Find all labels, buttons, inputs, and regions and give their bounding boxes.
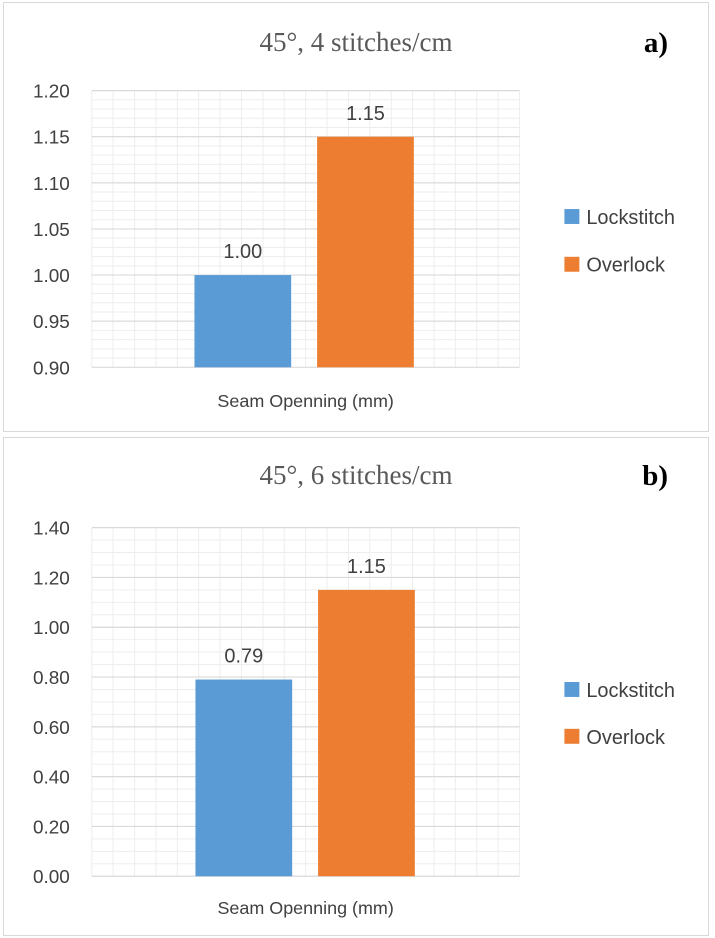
legend-label-lockstitch: Lockstitch <box>586 207 675 229</box>
data-label-overlock: 1.15 <box>347 556 386 578</box>
legend-swatch-lockstitch <box>564 209 580 224</box>
x-axis-label: Seam Openning (mm) <box>217 898 393 918</box>
chart-b-plot: 0.00 0.20 0.40 0.60 0.80 1.00 1.20 1.40 0.79 Lock… <box>33 519 675 918</box>
y-tick-label: 0.00 <box>33 867 70 888</box>
x-axis-label: Seam Openning (mm) <box>217 391 393 411</box>
y-tick-label: 1.10 <box>33 174 70 195</box>
y-tick-label: 1.05 <box>33 220 70 241</box>
legend-label-overlock: Overlock <box>586 727 665 749</box>
y-tick-label: 0.80 <box>33 668 70 689</box>
data-label-overlock: 1.15 <box>346 103 385 125</box>
y-tick-label: 0.90 <box>33 358 70 379</box>
chart-a-title: 45°, 4 stitches/cm <box>259 27 453 57</box>
legend-swatch-overlock <box>564 728 580 744</box>
chart-a-major-grid: 0.90 0.95 1.00 1.05 1.10 1.15 1.20 <box>33 82 520 379</box>
y-tick-label: 1.00 <box>33 266 70 287</box>
data-label-lockstitch: 1.00 <box>223 241 262 263</box>
y-tick-label: 1.20 <box>33 82 70 103</box>
y-tick-label: 1.15 <box>33 128 70 149</box>
chart-b-title: 45°, 6 stitches/cm <box>259 460 453 490</box>
legend-swatch-overlock <box>564 256 580 272</box>
y-tick-label: 0.95 <box>33 312 70 333</box>
y-tick-label: 0.60 <box>33 718 70 739</box>
bar-lockstitch <box>194 275 292 368</box>
legend-label-lockstitch: Lockstitch <box>586 680 675 702</box>
chart-b-major-grid: 0.00 0.20 0.40 0.60 0.80 1.00 1.20 1.40 <box>33 519 520 888</box>
bar-overlock <box>318 589 415 877</box>
y-tick-label: 1.40 <box>33 519 70 540</box>
chart-a-plot: 0.90 0.95 1.00 1.05 1.10 1.15 1.20 1.00 Lockstit… <box>33 82 675 412</box>
chart-b-panel-tag: b) <box>642 460 668 492</box>
chart-panel-a: 0.90 0.95 1.00 1.05 1.10 1.15 1.20 1.00 Lockstit… <box>3 2 709 432</box>
legend-swatch-lockstitch <box>564 682 580 697</box>
data-label-lockstitch: 0.79 <box>224 646 263 668</box>
y-tick-label: 1.00 <box>33 618 70 639</box>
bar-lockstitch <box>195 679 293 877</box>
y-tick-label: 1.20 <box>33 568 70 589</box>
chart-b-minor-grid <box>91 527 521 877</box>
y-tick-label: 0.20 <box>33 817 70 838</box>
legend-label-overlock: Overlock <box>586 255 665 277</box>
y-tick-label: 0.40 <box>33 768 70 789</box>
chart-panel-b: 0.00 0.20 0.40 0.60 0.80 1.00 1.20 1.40 0.79 Lock… <box>3 437 709 936</box>
chart-a-panel-tag: a) <box>643 27 668 59</box>
bar-overlock <box>317 136 414 368</box>
